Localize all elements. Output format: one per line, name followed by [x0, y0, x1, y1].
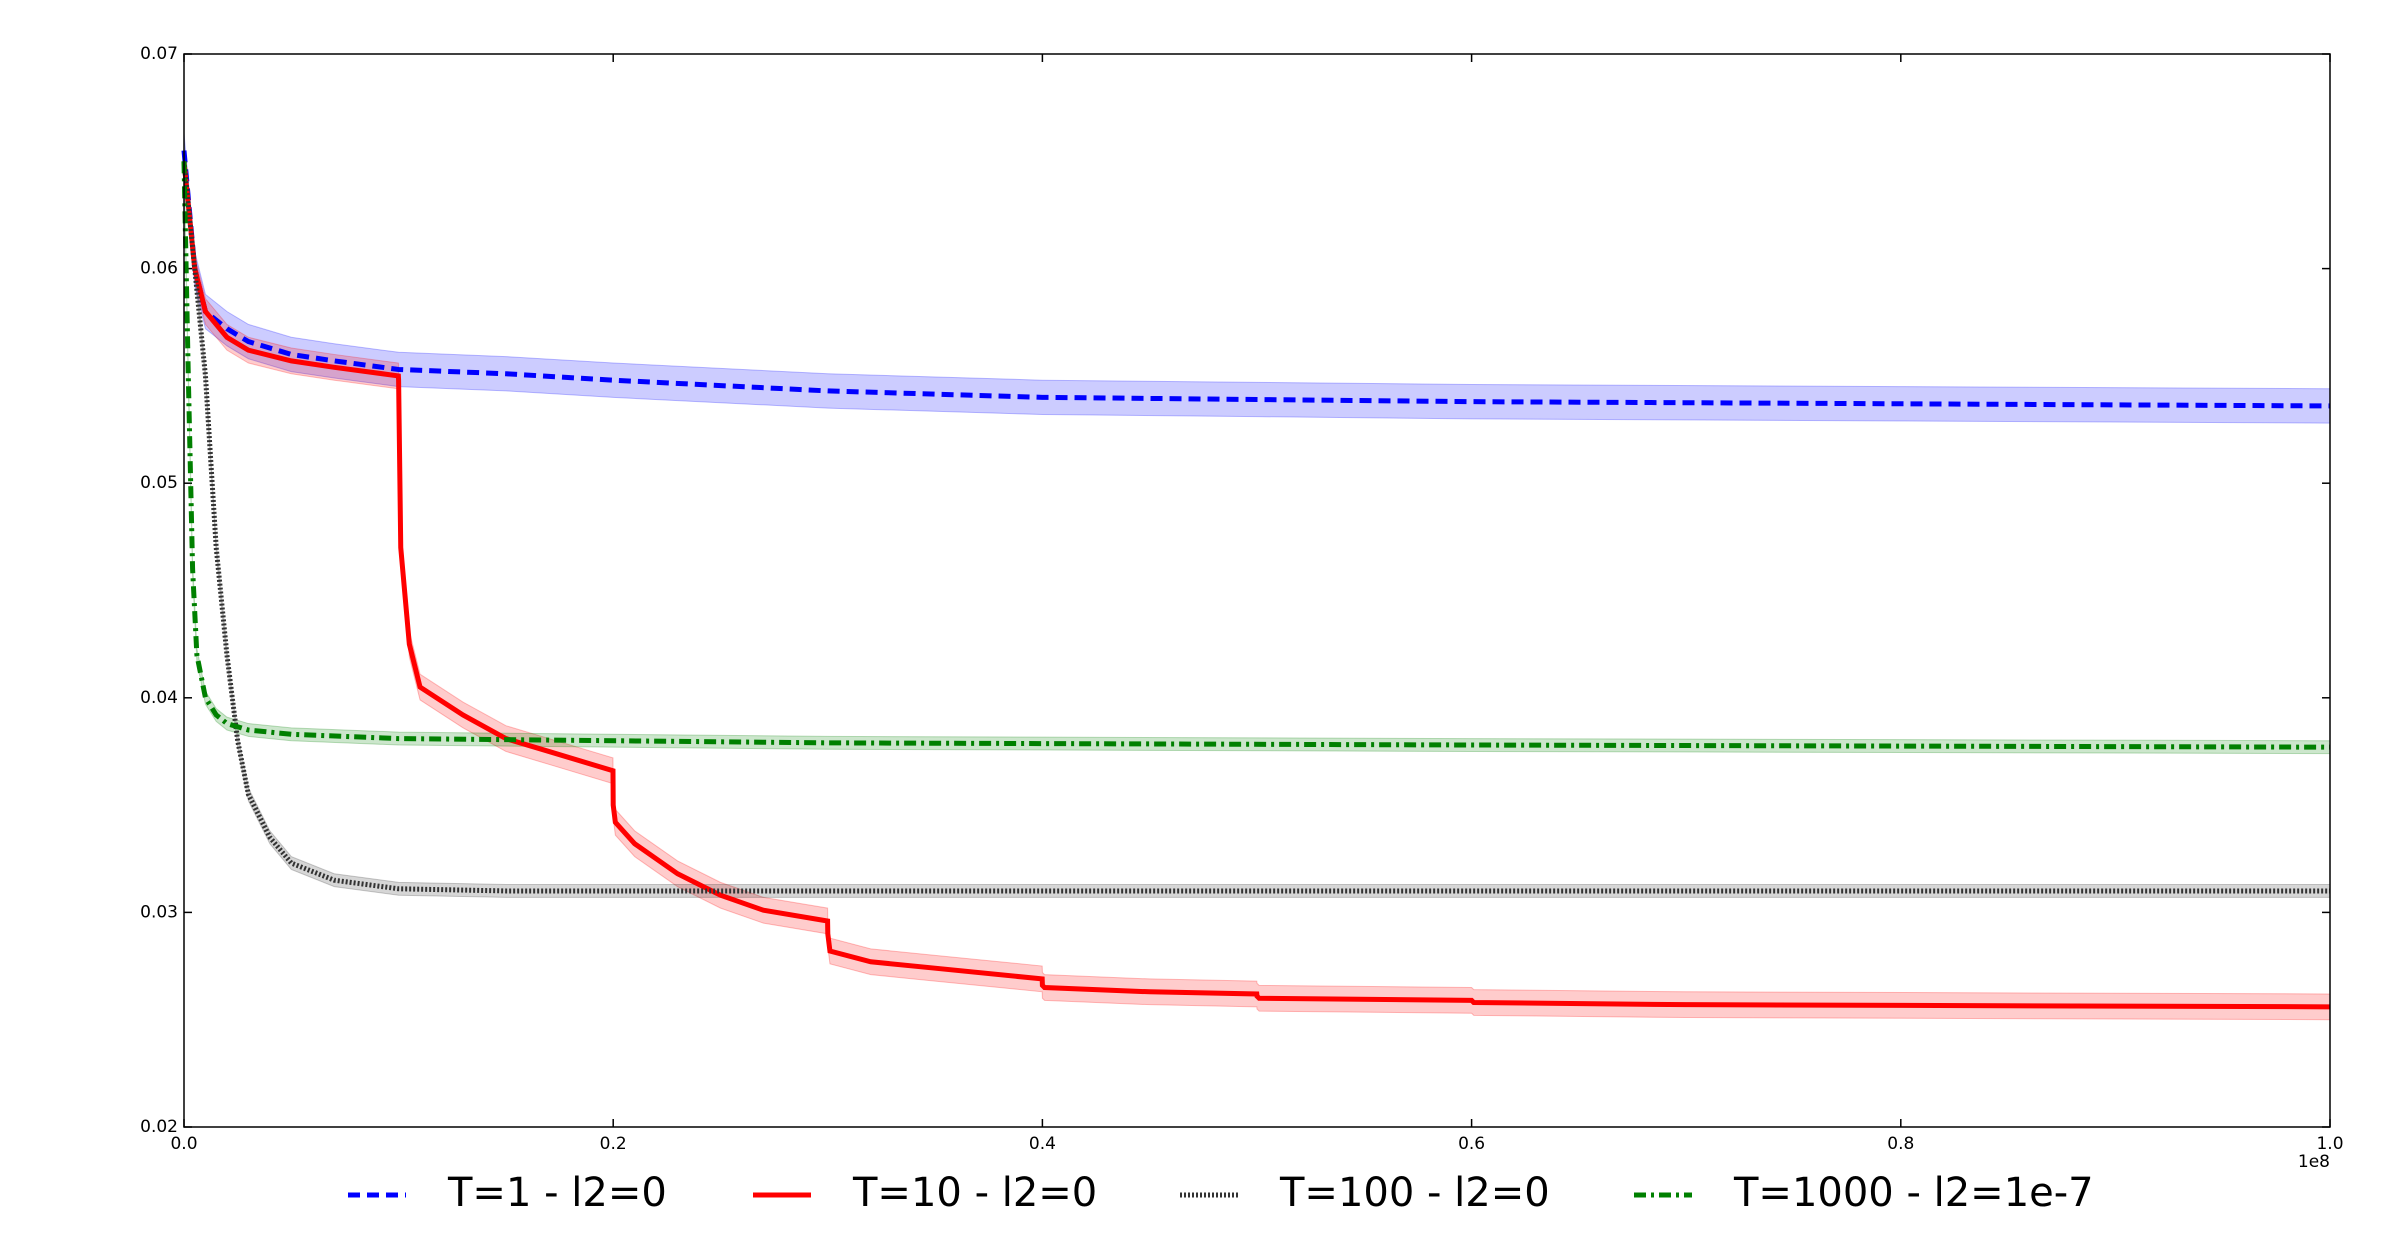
- x-tick-label: 0.2: [600, 1134, 627, 1154]
- line: [181, 161, 2330, 894]
- y-tick-label: 0.06: [140, 259, 178, 279]
- x-tick-label: 1.0: [2316, 1134, 2343, 1154]
- line: [181, 161, 2331, 750]
- legend-label: T=1000 - l2=1e-7: [1733, 1170, 2094, 1216]
- plot-frame: [183, 53, 2331, 1128]
- confidence-band: [183, 154, 2331, 898]
- legend-label: T=1 - l2=0: [447, 1170, 667, 1216]
- confidence-band: [183, 133, 2331, 424]
- y-tick-label: 0.03: [140, 902, 178, 922]
- confidence-band: [183, 154, 2331, 755]
- x-tick-label: 0.0: [170, 1134, 197, 1154]
- y-tick-label: 0.02: [140, 1117, 178, 1137]
- y-tick-label: 0.07: [140, 44, 178, 64]
- legend-label: T=10 - l2=0: [852, 1170, 1097, 1216]
- y-tick-label: 0.04: [140, 688, 178, 708]
- line: [181, 161, 2331, 1010]
- x-tick-label: 0.8: [1887, 1134, 1914, 1154]
- line: [181, 150, 2331, 409]
- x-tick-label: 0.4: [1029, 1134, 1056, 1154]
- y-tick-label: 0.05: [140, 473, 178, 493]
- x-tick-label: 0.6: [1458, 1134, 1485, 1154]
- x-offset-label: 1e8: [2298, 1152, 2330, 1172]
- legend-label: T=100 - l2=0: [1279, 1170, 1550, 1216]
